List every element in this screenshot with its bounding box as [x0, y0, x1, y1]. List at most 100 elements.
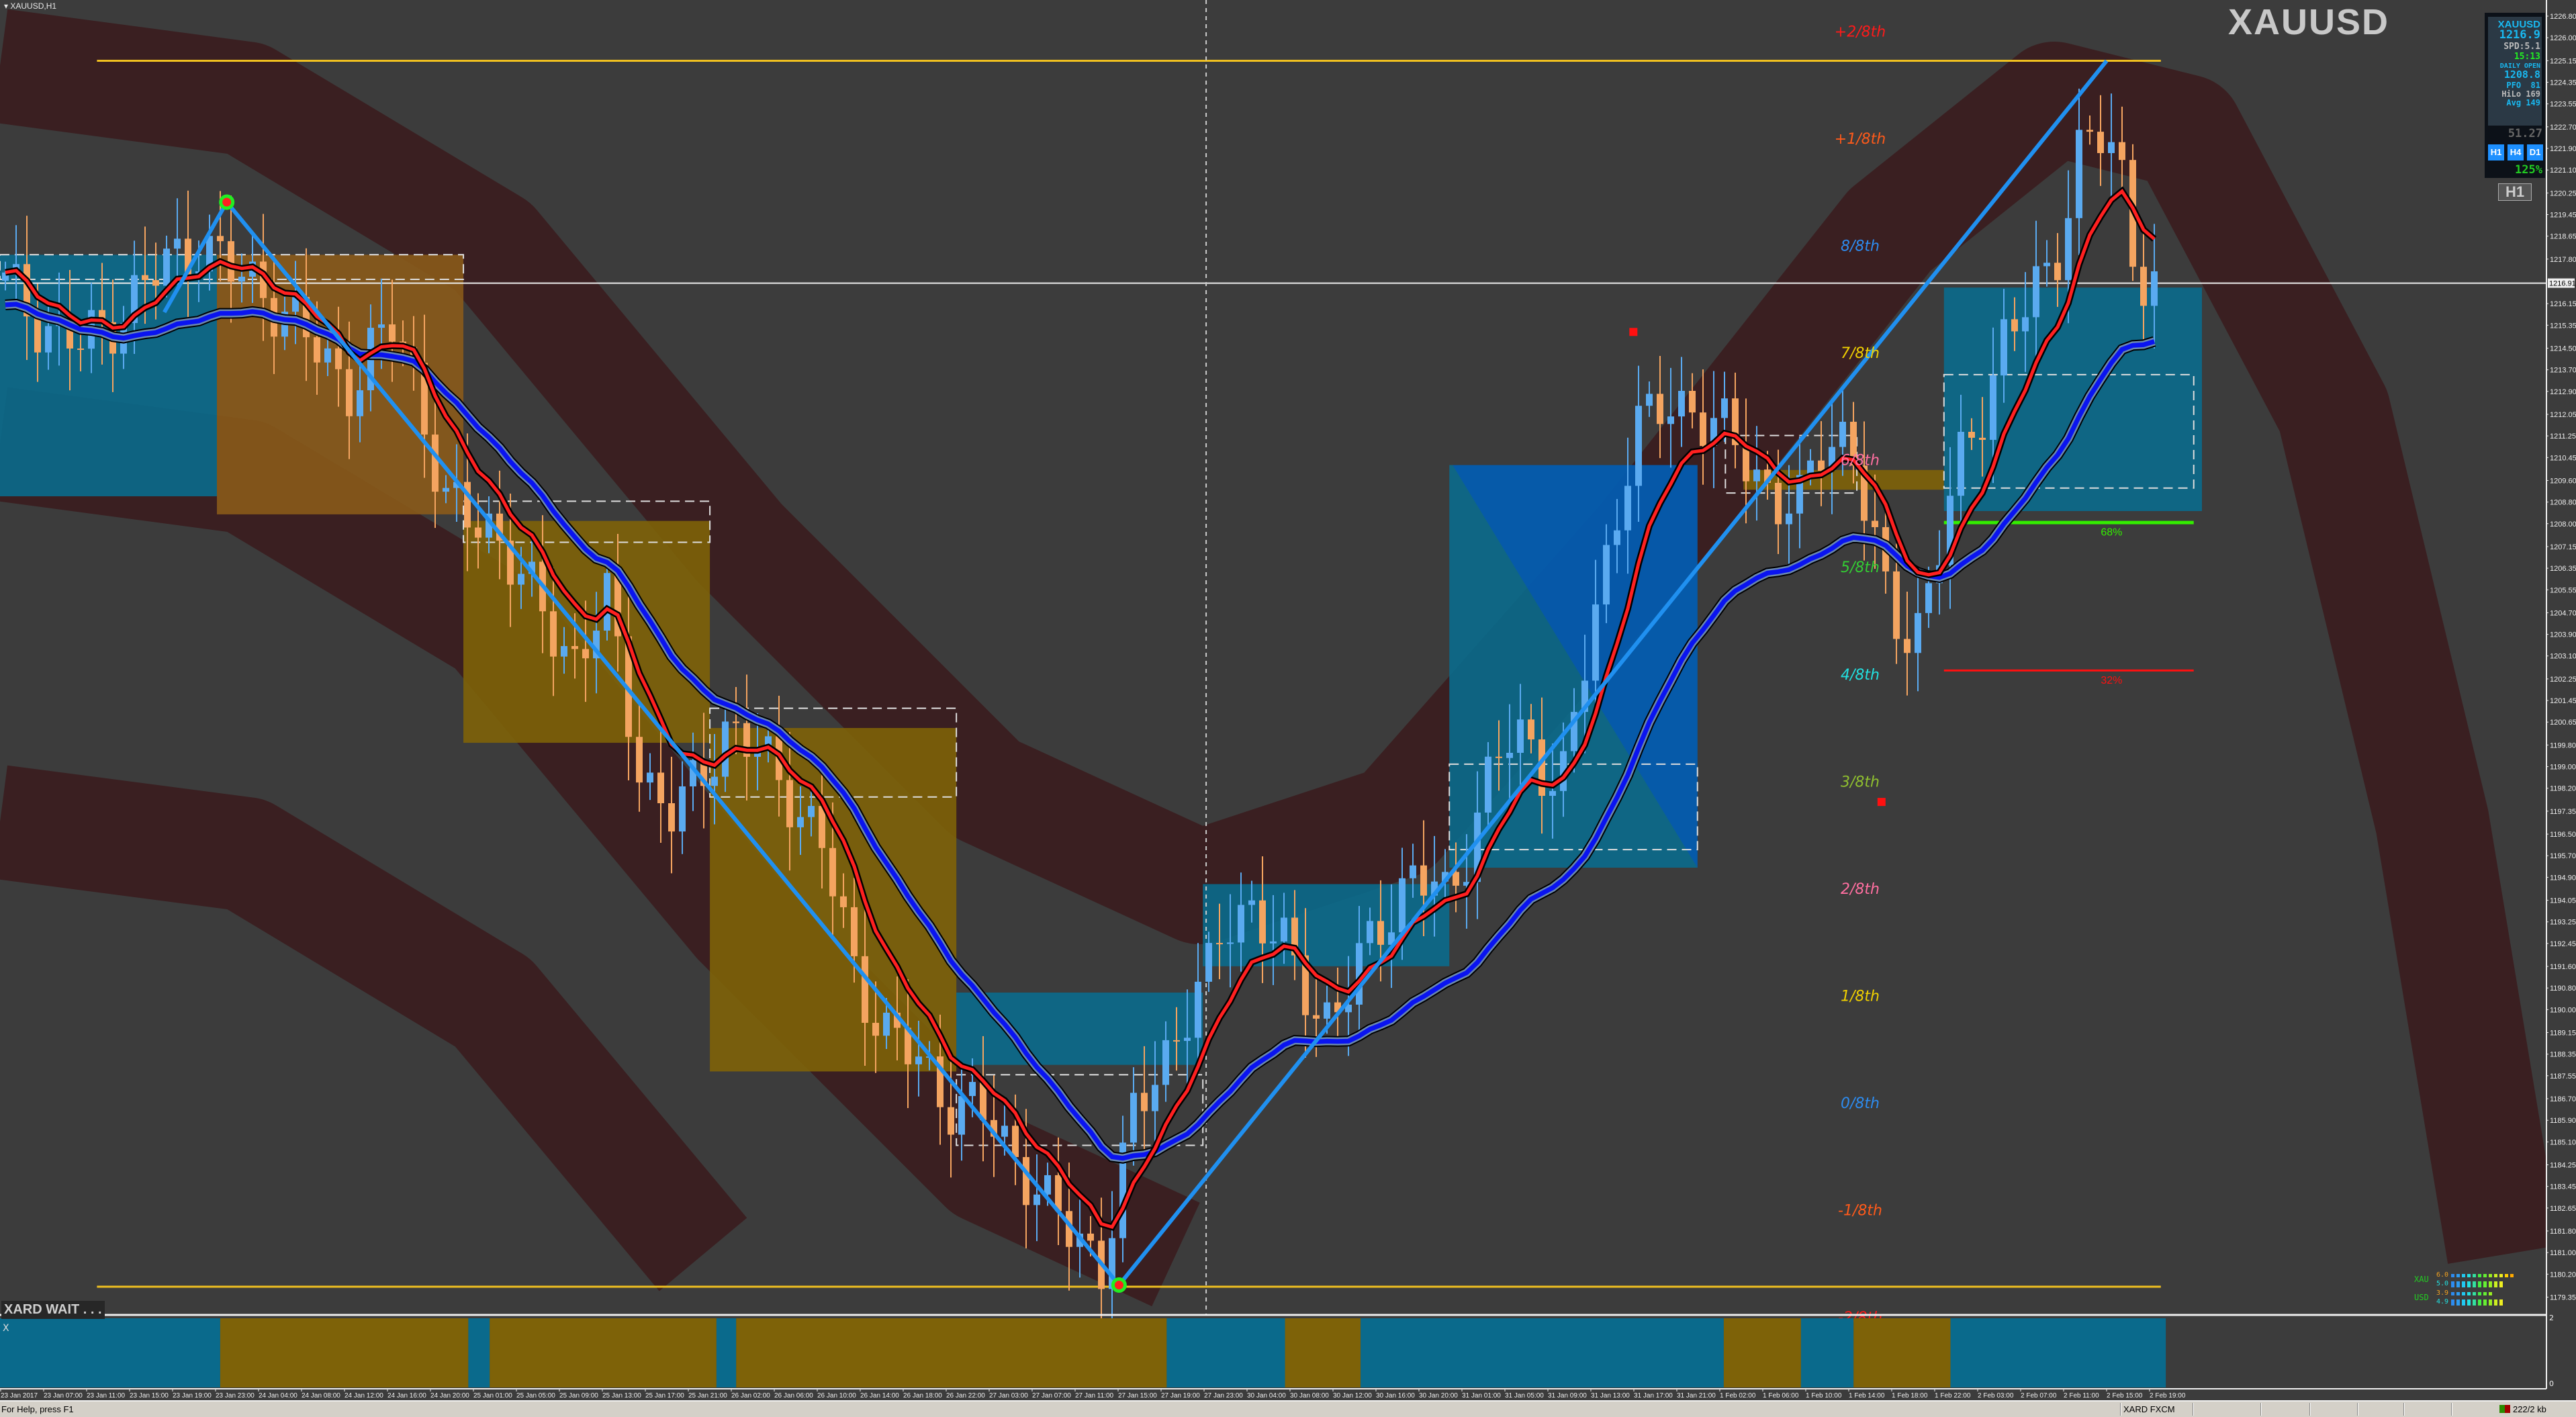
candle-body [2011, 319, 2018, 332]
time-tick-label: 27 Jan 03:00 [989, 1392, 1028, 1400]
candle-body [1581, 680, 1588, 713]
trend-histogram-segment [490, 1318, 717, 1387]
candle-body [2119, 142, 2125, 161]
price-tick-label: 1224.35 [2550, 79, 2576, 87]
time-tick-label: 30 Jan 12:00 [1333, 1392, 1372, 1400]
candle-body [528, 561, 535, 574]
candle-body [550, 611, 557, 657]
candle-body [1947, 496, 1953, 565]
time-tick-label: 31 Jan 17:00 [1634, 1392, 1673, 1400]
candle [1130, 1067, 1137, 1166]
candle-body [77, 348, 84, 350]
murrey-level-label: 7/8th [1841, 345, 1880, 362]
strength-value: 4.9 [2436, 1298, 2449, 1306]
price-tick-label: 1192.45 [2550, 940, 2576, 948]
candle [2043, 240, 2050, 287]
info-value: 51.27 [2508, 127, 2542, 140]
time-tick-label: 2 Feb 15:00 [2107, 1392, 2143, 1400]
candle [443, 475, 449, 504]
candle [185, 190, 191, 318]
candle-body [948, 1107, 954, 1135]
price-tick-label: 1181.80 [2550, 1228, 2576, 1236]
signal-status-text: XARD WAIT . . . [1, 1301, 105, 1319]
candle-body [217, 236, 224, 242]
info-spread: SPD:5.1 [2503, 42, 2540, 52]
candle-body [743, 723, 750, 757]
candle-body [840, 896, 847, 907]
candle-body [1700, 412, 1706, 446]
signal-dot [1877, 798, 1886, 807]
candle [1624, 437, 1631, 574]
candle [1238, 872, 1244, 972]
candle-body [45, 326, 52, 353]
candle [1893, 543, 1900, 664]
status-traffic: 222/2 kb [2513, 1404, 2546, 1414]
price-tick-label: 1189.15 [2550, 1030, 2576, 1038]
candle [1227, 894, 1234, 988]
candle-body [1667, 416, 1674, 424]
candle [980, 1036, 986, 1162]
time-tick-label: 26 Jan 06:00 [774, 1392, 813, 1400]
subwindow-axis-label: 2 [2549, 1314, 2554, 1322]
candle-body [1087, 1233, 1094, 1241]
time-tick-label: 1 Feb 06:00 [1763, 1392, 1799, 1400]
candle-body [1979, 437, 1986, 440]
range-upper-label: 68% [2101, 527, 2122, 539]
candle-body [1657, 394, 1663, 424]
candle [1033, 1154, 1040, 1242]
candle-body [1528, 719, 1534, 740]
time-tick-label: 2 Feb 19:00 [2150, 1392, 2186, 1400]
timeframe-h4-button[interactable]: H4 [2508, 144, 2524, 161]
candle [1184, 989, 1191, 1085]
trend-histogram-segment [1285, 1318, 1361, 1387]
candle-body [1689, 391, 1696, 413]
candle-body [937, 1056, 944, 1107]
candle [1205, 931, 1212, 992]
candle-body [1345, 1004, 1352, 1013]
strength-bar [2456, 1292, 2460, 1295]
candle-body [1850, 422, 1857, 466]
candle [1216, 903, 1223, 980]
candle-body [1517, 719, 1524, 753]
time-tick-label: 26 Jan 02:00 [731, 1392, 770, 1400]
candle-body [1474, 813, 1481, 882]
murrey-level-label: 8/8th [1841, 238, 1880, 255]
info-avg: Avg 149 [2506, 98, 2540, 107]
candle [1141, 1046, 1148, 1154]
candle [711, 734, 718, 825]
price-tick-label: 1211.25 [2550, 432, 2576, 441]
candle-body [1066, 1211, 1072, 1247]
price-tick-label: 1191.60 [2550, 963, 2576, 971]
strength-bar [2473, 1281, 2476, 1287]
candle-body [1270, 941, 1277, 944]
time-tick-label: 26 Jan 18:00 [903, 1392, 942, 1400]
price-axis [2546, 0, 2576, 1400]
candle-body [1829, 447, 1835, 471]
price-tick-label: 1210.45 [2550, 454, 2576, 462]
candle-body [1291, 917, 1298, 956]
info-daily-open-label: DAILY OPEN [2499, 62, 2540, 70]
candle [206, 214, 213, 291]
candle-body [1377, 921, 1384, 945]
candle [1678, 357, 1685, 447]
candle [883, 998, 890, 1049]
candle-body [1431, 881, 1438, 896]
candle-body [1506, 752, 1513, 758]
range-box-dashed [0, 254, 465, 280]
signal-dot [1629, 328, 1638, 336]
candle [1463, 834, 1470, 929]
candle [808, 784, 815, 837]
price-tick-label: 1222.70 [2550, 124, 2576, 132]
candle-body [1818, 460, 1825, 471]
candle-body [819, 806, 825, 848]
candle [389, 279, 396, 382]
trend-zone [463, 520, 710, 743]
timeframe-h1-button[interactable]: H1 [2488, 144, 2504, 161]
strength-bar [2451, 1274, 2454, 1277]
candle [2108, 93, 2115, 197]
timeframe-d1-button[interactable]: D1 [2527, 144, 2543, 161]
candle-body [754, 750, 761, 757]
range-box-dashed [709, 707, 958, 798]
candle-body [1152, 1085, 1158, 1111]
